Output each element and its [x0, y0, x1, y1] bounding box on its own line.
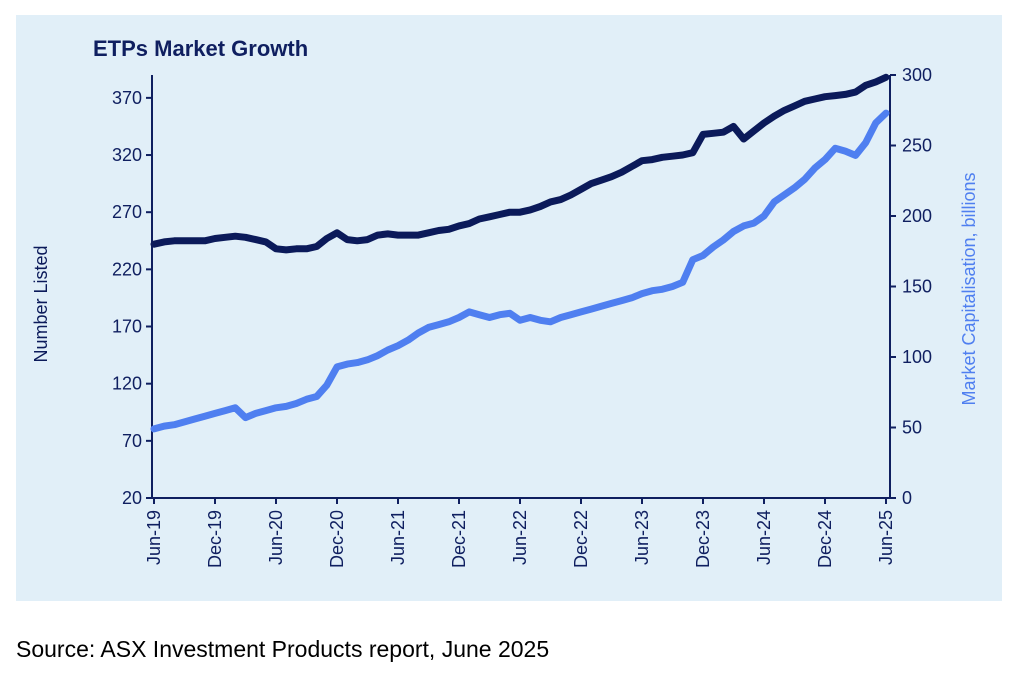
x-tick-label: Dec-21: [449, 510, 469, 568]
left-tick-label: 70: [122, 431, 142, 451]
series-line-number-listed: [150, 73, 890, 254]
right-tick-label: 250: [902, 136, 932, 156]
right-tick-label: 300: [902, 65, 932, 85]
x-tick-label: Dec-20: [327, 510, 347, 568]
right-tick-label: 200: [902, 206, 932, 226]
right-tick-label: 150: [902, 277, 932, 297]
left-tick-label: 220: [112, 259, 142, 279]
right-tick-label: 0: [902, 488, 912, 508]
right-ticks: 0 50 100 150 200 250 300: [890, 65, 932, 508]
right-tick-label: 100: [902, 347, 932, 367]
x-tick-label: Dec-19: [205, 510, 225, 568]
left-tick-label: 320: [112, 145, 142, 165]
chart-title: ETPs Market Growth: [93, 36, 308, 61]
right-tick-label: 50: [902, 418, 922, 438]
source-note: Source: ASX Investment Products report, …: [16, 636, 550, 662]
chart-svg: ETPs Market Growth Number Listed Market …: [31, 36, 979, 568]
left-ticks: 20 70 120 170 220 270 320 370: [112, 88, 152, 508]
x-ticks: Jun-19 Dec-19 Jun-20 Dec-20 Jun-21 Dec-21 Jun-…: [144, 498, 896, 568]
x-tick-label: Jun-24: [754, 510, 774, 565]
left-tick-label: 170: [112, 317, 142, 337]
x-tick-label: Jun-23: [632, 510, 652, 565]
left-tick-label: 370: [112, 88, 142, 108]
left-tick-label: 270: [112, 202, 142, 222]
chart-panel: ETPs Market Growth Number Listed Market …: [16, 15, 1002, 601]
series-line-market-cap: [150, 109, 890, 433]
x-tick-label: Jun-22: [510, 510, 530, 565]
x-tick-label: Dec-23: [693, 510, 713, 568]
left-axis-label: Number Listed: [31, 245, 51, 362]
x-tick-label: Jun-20: [266, 510, 286, 565]
x-tick-label: Dec-22: [571, 510, 591, 568]
right-axis-label: Market Capitalisation, billions: [959, 172, 979, 405]
x-tick-label: Dec-24: [815, 510, 835, 568]
left-tick-label: 120: [112, 374, 142, 394]
series-layer: [150, 73, 890, 433]
x-tick-label: Jun-25: [876, 510, 896, 565]
x-tick-label: Jun-21: [388, 510, 408, 565]
x-tick-label: Jun-19: [144, 510, 164, 565]
left-tick-label: 20: [122, 488, 142, 508]
